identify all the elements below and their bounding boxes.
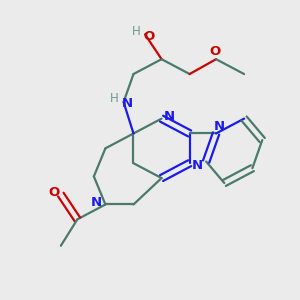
Text: N: N bbox=[214, 120, 225, 133]
Text: H: H bbox=[131, 25, 140, 38]
Text: O: O bbox=[48, 186, 59, 200]
Text: H: H bbox=[110, 92, 119, 105]
Text: N: N bbox=[122, 97, 133, 110]
Text: N: N bbox=[191, 159, 203, 172]
Text: N: N bbox=[91, 196, 102, 209]
Text: O: O bbox=[210, 45, 221, 58]
Text: N: N bbox=[163, 110, 174, 124]
Text: O: O bbox=[143, 30, 155, 43]
